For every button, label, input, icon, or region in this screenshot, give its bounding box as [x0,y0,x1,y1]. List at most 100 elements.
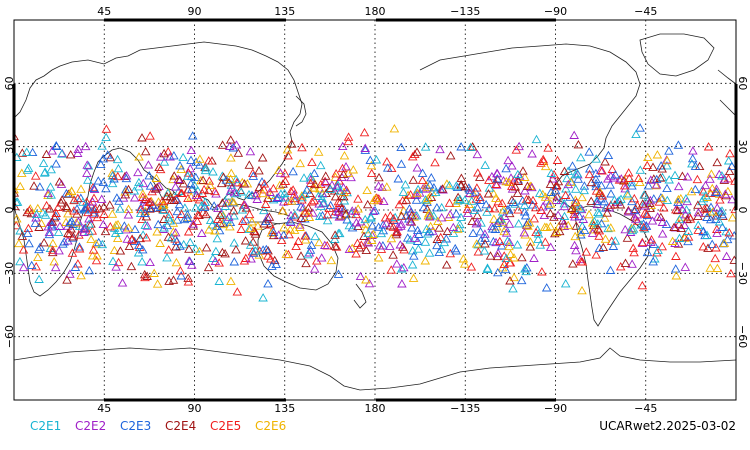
observation-marker [492,168,503,178]
observation-marker [388,213,399,223]
legend-entry: C2E1 [30,419,61,433]
observation-marker [546,168,557,177]
observation-marker [92,212,103,222]
observation-marker [226,276,236,285]
observation-marker [468,228,478,237]
observation-marker [88,182,98,192]
observation-marker [717,206,727,215]
observation-marker [631,129,641,139]
observation-marker [552,155,563,164]
observation-marker [244,189,254,199]
coastline-south-america [573,205,651,327]
observation-marker [362,185,372,195]
observation-marker [109,245,120,255]
observation-marker [96,159,106,169]
observation-marker [300,231,310,240]
observation-marker [467,216,477,226]
observation-marker [374,172,384,182]
observation-marker [627,225,638,235]
observation-marker [472,149,483,159]
observation-marker [717,222,728,231]
observation-marker [30,218,41,227]
observation-marker [163,188,173,197]
observation-marker [420,256,431,265]
observation-marker [315,160,326,170]
observation-marker [201,163,211,172]
observation-marker [508,283,518,293]
observation-marker [325,184,335,194]
observation-marker [606,189,616,198]
observation-marker [123,223,134,232]
observation-marker [278,179,288,188]
observation-marker [385,241,395,250]
observation-marker [47,217,58,226]
observation-marker [73,144,84,154]
observation-marker [492,218,503,227]
observation-marker [551,227,562,236]
observation-marker [51,208,61,217]
observation-marker [356,240,367,249]
observation-marker [177,188,187,197]
observation-marker [302,185,312,194]
observation-marker [579,225,590,234]
observation-marker [605,265,616,274]
observation-marker [633,173,644,183]
observation-marker [603,174,613,183]
observation-marker [152,279,163,288]
observation-marker [627,181,637,190]
observation-marker [249,226,259,235]
observation-marker [577,221,588,230]
observation-marker [259,205,269,215]
observation-marker [475,226,486,236]
observation-marker [576,204,587,214]
observation-marker [667,236,678,245]
observation-marker [110,228,121,238]
observation-marker [527,200,538,209]
observation-marker [225,221,235,231]
observation-marker [490,224,501,233]
observation-marker [333,269,344,278]
observation-marker [296,201,306,211]
observation-marker [671,204,681,214]
observation-marker [687,153,698,163]
observation-marker [140,146,151,156]
observation-marker [398,242,408,251]
observation-marker [108,256,118,265]
observation-marker [93,176,104,185]
observation-marker [670,238,680,247]
observation-marker [712,157,722,167]
observation-marker [637,237,648,247]
observation-marker [420,142,431,151]
observation-marker [258,293,268,302]
observation-marker [576,152,586,162]
observation-marker [407,223,417,232]
observation-marker [648,256,658,266]
observation-marker [527,182,537,192]
observation-marker [730,204,736,214]
observation-marker [210,186,220,196]
observation-marker [400,179,411,189]
observation-marker [407,151,418,161]
observation-marker [195,154,205,163]
observation-marker [144,197,154,207]
observation-marker [290,210,300,219]
observation-marker [528,195,538,205]
observation-marker [268,227,279,236]
observation-marker [653,245,663,254]
observation-marker [159,148,169,158]
y-tick-right: 0 [736,207,749,214]
observation-marker [693,207,704,217]
observation-marker [315,211,325,220]
observation-marker [575,254,586,264]
observation-marker [641,209,652,219]
observation-marker [509,253,519,262]
observation-marker [227,196,237,206]
observation-marker [373,181,384,190]
observation-marker [639,190,649,199]
observation-marker [367,230,377,239]
observation-marker [395,240,406,249]
observation-marker [90,204,101,213]
observation-markers [14,123,736,302]
observation-marker [599,213,610,222]
observation-marker [299,173,309,182]
